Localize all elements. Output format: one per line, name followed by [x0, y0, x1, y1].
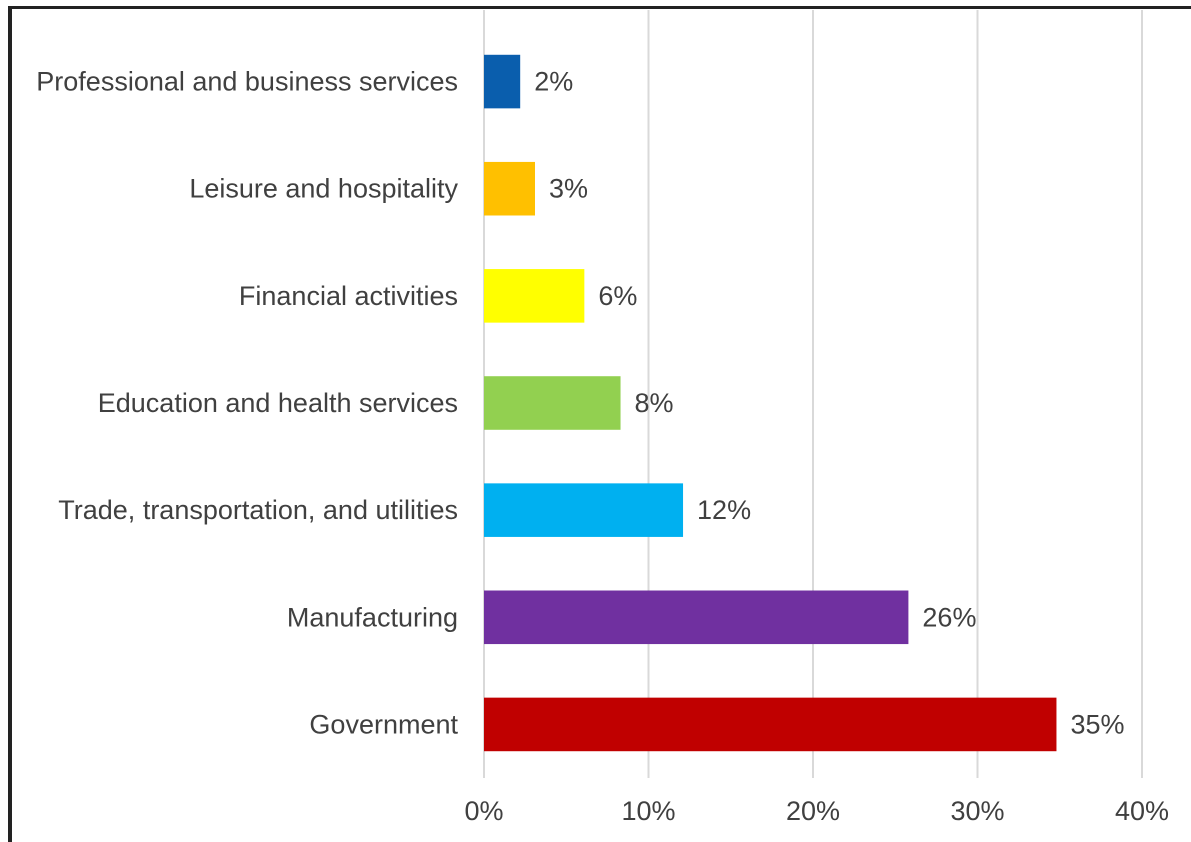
value-label: 6% [598, 281, 637, 311]
value-label: 12% [697, 495, 751, 525]
bar [484, 483, 684, 537]
x-tick-label: 10% [621, 796, 675, 826]
chart-frame-top [8, 6, 1191, 9]
category-label: Manufacturing [287, 602, 458, 632]
bar [484, 590, 909, 645]
category-label: Professional and business services [36, 67, 458, 97]
bar [484, 697, 1057, 752]
gridlines [483, 10, 1143, 778]
x-tick-label: 20% [786, 796, 840, 826]
value-label: 3% [549, 174, 588, 204]
x-tick-label: 30% [950, 796, 1004, 826]
value-labels: 2% 3% 6% 8% 12% 26% 35% [534, 67, 1124, 740]
value-label: 26% [922, 602, 976, 632]
value-label: 8% [635, 388, 674, 418]
category-label: Education and health services [98, 388, 458, 418]
x-tick-label: 0% [464, 796, 503, 826]
bars [484, 54, 1057, 752]
x-tick-label: 40% [1115, 796, 1169, 826]
category-label: Financial activities [239, 281, 458, 311]
bar [484, 161, 535, 216]
x-axis-ticks: 0% 10% 20% 30% 40% [464, 796, 1169, 826]
value-label: 35% [1070, 709, 1124, 739]
bar [484, 54, 521, 109]
category-label: Leisure and hospitality [189, 174, 458, 204]
bar [484, 376, 621, 430]
value-label: 2% [534, 67, 573, 97]
category-label: Government [309, 709, 458, 739]
chart-frame-left [8, 6, 12, 842]
category-labels: Professional and business services Leisur… [36, 67, 458, 740]
category-label: Trade, transportation, and utilities [58, 495, 458, 525]
bar [484, 269, 585, 323]
